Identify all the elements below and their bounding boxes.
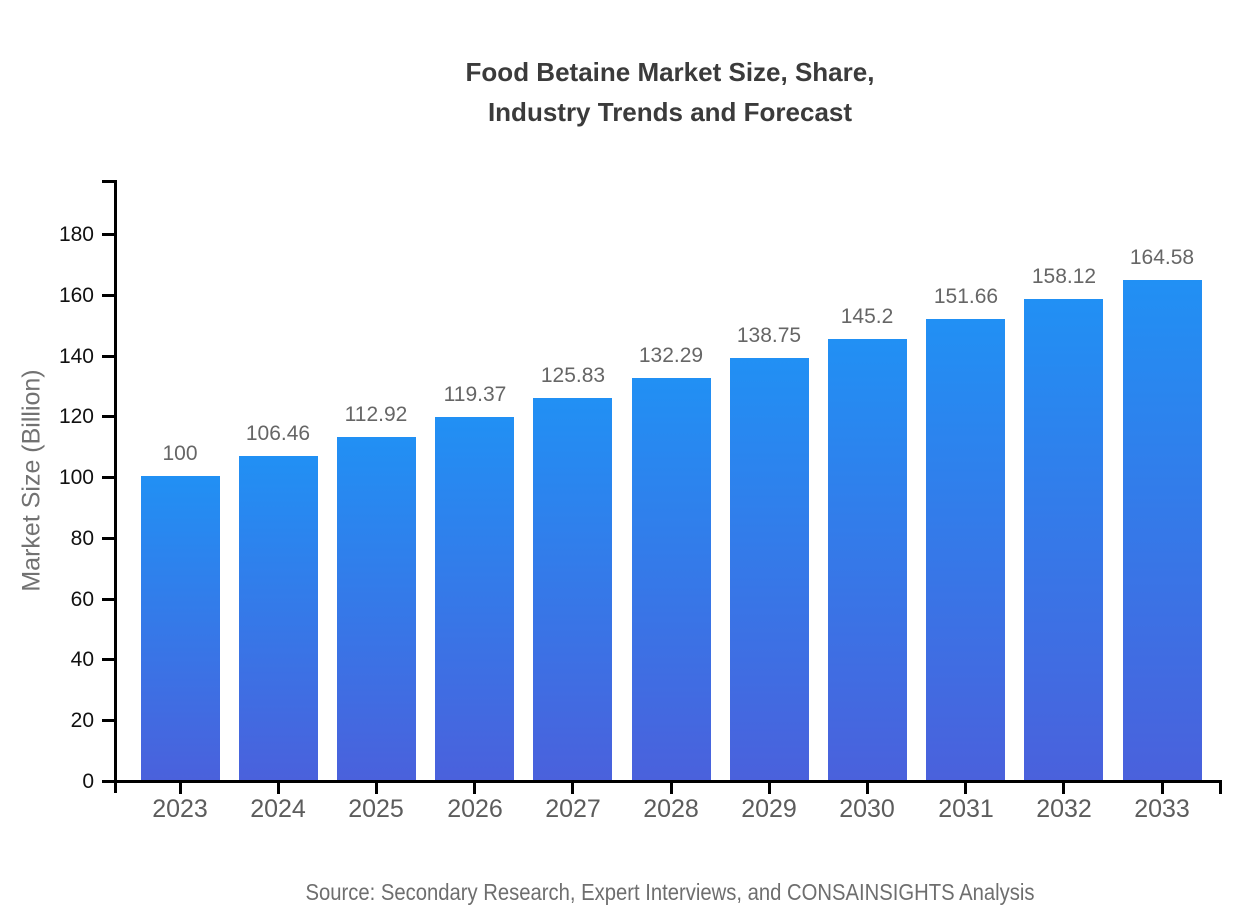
x-tick-label: 2025 xyxy=(348,795,404,823)
bar-value-label: 112.92 xyxy=(344,403,408,426)
bar-2025 xyxy=(337,437,416,780)
bar-2031 xyxy=(926,319,1005,780)
x-axis-tick xyxy=(866,780,869,794)
x-tick-label: 2030 xyxy=(839,795,895,823)
x-tick-label: 2031 xyxy=(938,795,994,823)
y-axis-tick xyxy=(102,658,114,661)
y-axis-tick xyxy=(102,415,114,418)
x-tick-label: 2028 xyxy=(643,795,699,823)
x-axis-tick xyxy=(571,780,574,794)
x-axis-tick xyxy=(473,780,476,794)
x-axis-tick xyxy=(375,780,378,794)
bar-value-label: 132.29 xyxy=(638,344,704,367)
y-tick-label: 40 xyxy=(70,648,94,671)
y-tick-label: 80 xyxy=(70,527,94,550)
bar-value-label: 106.46 xyxy=(245,422,311,445)
bar-value-label: 164.58 xyxy=(1129,246,1195,269)
y-axis-tick xyxy=(102,233,114,236)
bar-2023 xyxy=(141,476,220,780)
y-tick-label: 120 xyxy=(58,405,94,428)
y-axis-tick xyxy=(102,537,114,540)
x-axis-tick xyxy=(964,780,967,794)
x-axis-tick xyxy=(670,780,673,794)
y-axis-tick xyxy=(102,598,114,601)
bar-value-label: 125.83 xyxy=(540,364,606,387)
x-axis-line xyxy=(102,780,1222,783)
x-tick-label: 2023 xyxy=(152,795,208,823)
bar-2027 xyxy=(533,398,612,780)
y-axis-tick xyxy=(102,355,114,358)
y-axis-tick xyxy=(102,476,114,479)
y-tick-label: 140 xyxy=(58,345,94,368)
bar-value-label: 158.12 xyxy=(1031,265,1097,288)
x-tick-label: 2029 xyxy=(741,795,797,823)
y-axis-end-cap xyxy=(102,180,114,183)
y-axis-tick xyxy=(102,780,114,783)
x-tick-label: 2027 xyxy=(545,795,601,823)
y-axis-tick xyxy=(102,719,114,722)
x-axis-tick xyxy=(277,780,280,794)
y-tick-label: 60 xyxy=(70,588,94,611)
x-tick-label: 2032 xyxy=(1036,795,1092,823)
bar-2032 xyxy=(1024,299,1103,780)
y-axis-tick xyxy=(102,294,114,297)
x-axis-tick xyxy=(1062,780,1065,794)
bar-2024 xyxy=(239,456,318,780)
x-axis-tick xyxy=(179,780,182,794)
x-tick-label: 2026 xyxy=(447,795,503,823)
bar-value-label: 100 xyxy=(162,442,198,465)
bar-value-label: 145.2 xyxy=(840,305,894,328)
chart-title-line1: Food Betaine Market Size, Share, xyxy=(465,57,875,87)
y-tick-label: 180 xyxy=(58,223,94,246)
x-axis-tick xyxy=(768,780,771,794)
bar-value-label: 138.75 xyxy=(736,324,802,347)
y-tick-label: 0 xyxy=(82,770,94,793)
chart-title-line2: Industry Trends and Forecast xyxy=(487,97,853,127)
source-note: Source: Secondary Research, Expert Inter… xyxy=(305,879,1035,905)
bar-value-label: 119.37 xyxy=(443,383,507,406)
bar-value-label: 151.66 xyxy=(933,285,999,308)
bar-2033 xyxy=(1123,280,1202,780)
x-tick-label: 2024 xyxy=(250,795,306,823)
y-tick-label: 160 xyxy=(58,284,94,307)
bar-2030 xyxy=(828,339,907,780)
chart-title: Food Betaine Market Size, Share, Industr… xyxy=(170,52,1170,132)
bar-2026 xyxy=(435,417,514,780)
x-tick-label: 2033 xyxy=(1134,795,1190,823)
y-tick-label: 100 xyxy=(58,466,94,489)
bar-2029 xyxy=(730,358,809,780)
bar-2028 xyxy=(632,378,711,780)
y-axis-line xyxy=(114,180,117,793)
x-axis-tick xyxy=(1161,780,1164,794)
y-tick-label: 20 xyxy=(70,709,94,732)
x-axis-end-cap xyxy=(1219,780,1222,794)
